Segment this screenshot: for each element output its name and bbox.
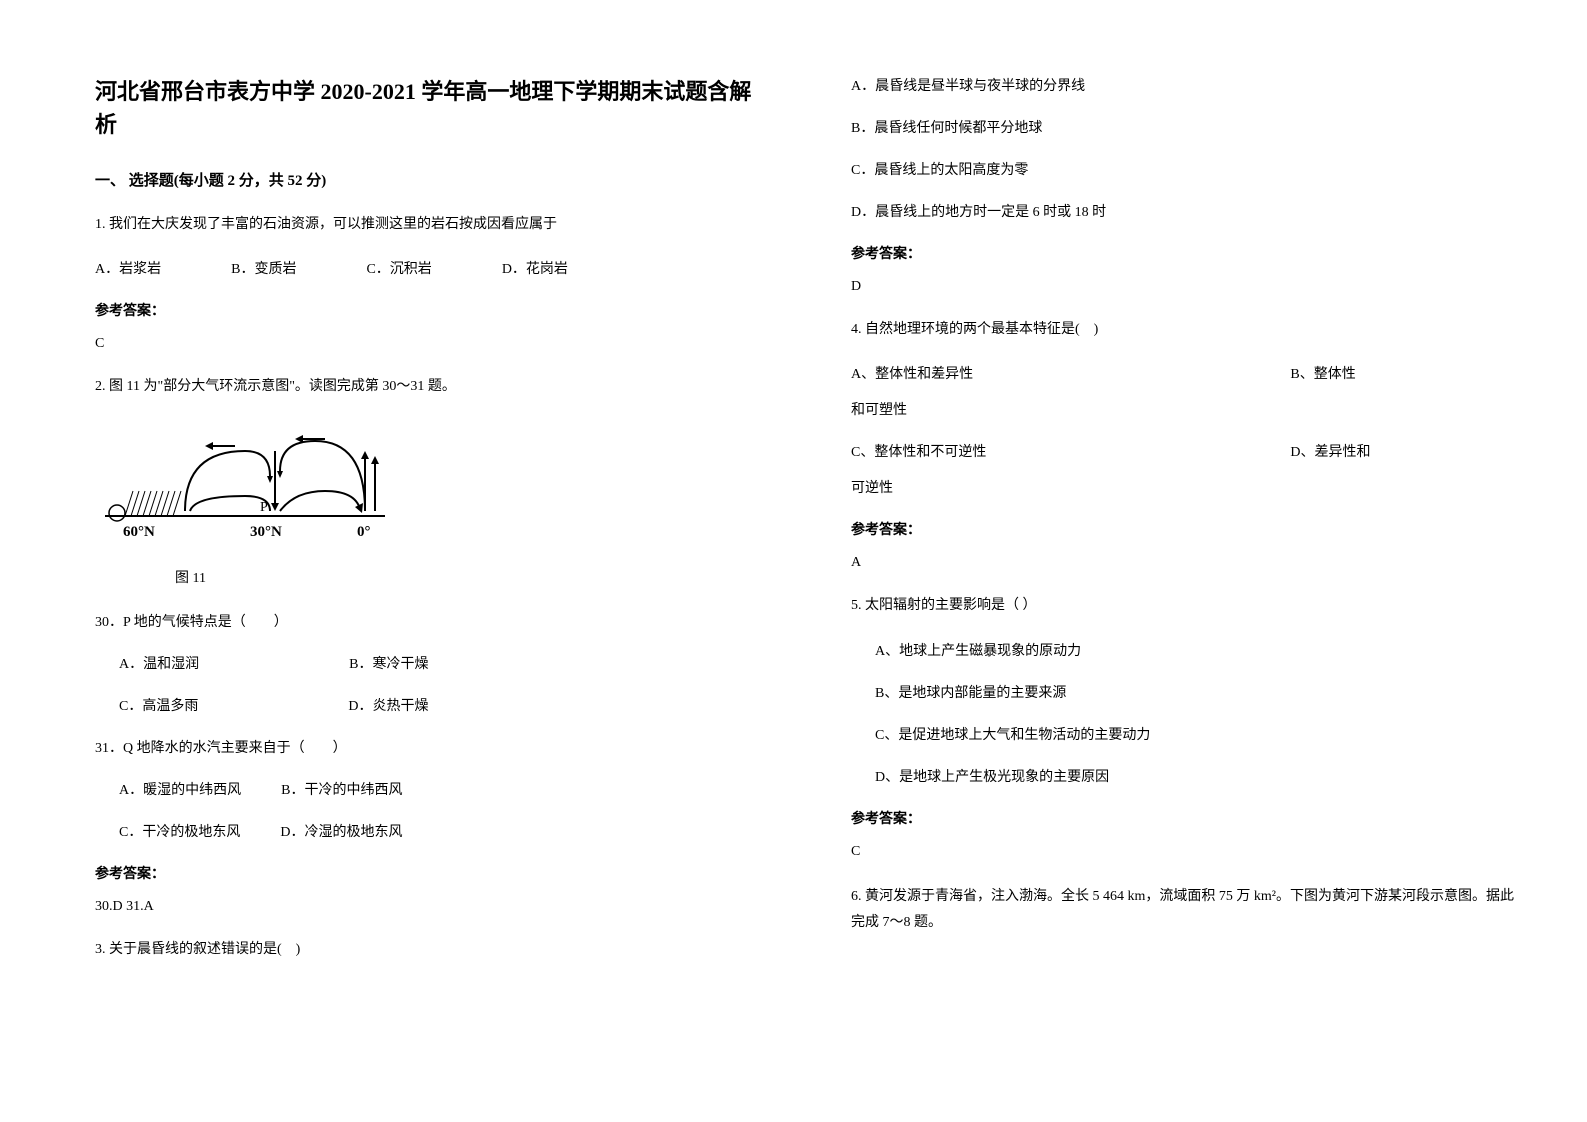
- q2-answer: 30.D 31.A: [95, 899, 771, 915]
- fig-label-p: P: [260, 500, 268, 515]
- q2-31-opt-c: C．干冷的极地东风: [119, 821, 240, 841]
- q2-stem: 2. 图 11 为"部分大气环流示意图"。读图完成第 30～31 题。: [95, 376, 771, 398]
- q5-opt-a: A、地球上产生磁暴现象的原动力: [875, 640, 1527, 660]
- q1-stem: 1. 我们在大庆发现了丰富的石油资源，可以推测这里的岩石按成因看应属于: [95, 214, 771, 236]
- document-title: 河北省邢台市表方中学 2020-2021 学年高一地理下学期期末试题含解析: [95, 75, 771, 141]
- q4-opt-a: A、整体性和差异性: [851, 363, 1257, 383]
- q1-opt-d: D．花岗岩: [502, 258, 568, 278]
- section-heading: 一、 选择题(每小题 2 分，共 52 分): [95, 169, 771, 190]
- right-column: A．晨昏线是昼半球与夜半球的分界线 B．晨昏线任何时候都平分地球 C．晨昏线上的…: [851, 75, 1527, 983]
- q2-sub31: 31．Q 地降水的水汽主要来自于（ ）: [95, 737, 771, 757]
- q2-answer-label: 参考答案：: [95, 863, 771, 883]
- q4-opt-c: C、整体性和不可逆性: [851, 441, 1257, 461]
- q4-opt-b-cont: 和可塑性: [851, 399, 1527, 419]
- q4-opt-d-cont: 可逆性: [851, 477, 1527, 497]
- figure-11: P 60°N 30°N 0°: [95, 421, 771, 551]
- q5-opt-c: C、是促进地球上大气和生物活动的主要动力: [875, 724, 1527, 744]
- q5-answer-label: 参考答案：: [851, 808, 1527, 828]
- q2-30-opt-c: C．高温多雨: [119, 695, 198, 715]
- q5-options: A、地球上产生磁暴现象的原动力 B、是地球内部能量的主要来源 C、是促进地球上大…: [851, 640, 1527, 786]
- q5-answer: C: [851, 844, 1527, 860]
- q5-stem: 5. 太阳辐射的主要影响是（ ）: [851, 595, 1527, 617]
- q2-31-opt-b: B．干冷的中纬西风: [281, 779, 402, 799]
- q3-opt-d: D．晨昏线上的地方时一定是 6 时或 18 时: [851, 201, 1527, 221]
- q2-sub30: 30．P 地的气候特点是（ ）: [95, 611, 771, 631]
- q1-opt-a: A．岩浆岩: [95, 258, 161, 278]
- q3-opt-b: B．晨昏线任何时候都平分地球: [851, 117, 1527, 137]
- q2-31-opt-d: D．冷湿的极地东风: [280, 821, 402, 841]
- q1-options: A．岩浆岩 B．变质岩 C．沉积岩 D．花岗岩: [95, 258, 771, 278]
- q4-answer: A: [851, 555, 1527, 571]
- q5-opt-d: D、是地球上产生极光现象的主要原因: [875, 766, 1527, 786]
- q3-stem: 3. 关于晨昏线的叙述错误的是( ): [95, 939, 771, 961]
- q2-sub30-options: A．温和湿润 B．寒冷干燥 C．高温多雨 D．炎热干燥: [95, 653, 771, 715]
- q3-opt-c: C．晨昏线上的太阳高度为零: [851, 159, 1527, 179]
- left-column: 河北省邢台市表方中学 2020-2021 学年高一地理下学期期末试题含解析 一、…: [95, 75, 771, 983]
- q4-row1: A、整体性和差异性 B、整体性: [851, 363, 1527, 383]
- fig-label-30n: 30°N: [250, 524, 282, 540]
- q5-opt-b: B、是地球内部能量的主要来源: [875, 682, 1527, 702]
- q2-30-opt-a: A．温和湿润: [119, 653, 199, 673]
- figure-11-caption: 图 11: [95, 567, 771, 587]
- q1-answer-label: 参考答案：: [95, 300, 771, 320]
- q4-opt-b-right: B、整体性: [1290, 363, 1527, 383]
- q3-options: A．晨昏线是昼半球与夜半球的分界线 B．晨昏线任何时候都平分地球 C．晨昏线上的…: [851, 75, 1527, 221]
- q4-row2: C、整体性和不可逆性 D、差异性和: [851, 441, 1527, 461]
- document-page: 河北省邢台市表方中学 2020-2021 学年高一地理下学期期末试题含解析 一、…: [0, 0, 1587, 1023]
- q1-opt-c: C．沉积岩: [366, 258, 431, 278]
- q3-answer: D: [851, 279, 1527, 295]
- q3-answer-label: 参考答案：: [851, 243, 1527, 263]
- q6-stem: 6. 黄河发源于青海省，注入渤海。全长 5 464 km，流域面积 75 万 k…: [851, 884, 1527, 937]
- fig-label-60n: 60°N: [123, 524, 155, 540]
- fig-label-0: 0°: [357, 524, 371, 540]
- q4-stem: 4. 自然地理环境的两个最基本特征是( ): [851, 319, 1527, 341]
- q2-30-opt-b: B．寒冷干燥: [349, 653, 428, 673]
- q2-31-opt-a: A．暖湿的中纬西风: [119, 779, 241, 799]
- q4-answer-label: 参考答案：: [851, 519, 1527, 539]
- q4-opt-d-right: D、差异性和: [1290, 441, 1527, 461]
- q2-sub31-options: A．暖湿的中纬西风 B．干冷的中纬西风 C．干冷的极地东风 D．冷湿的极地东风: [95, 779, 771, 841]
- circulation-diagram-svg: P 60°N 30°N 0°: [95, 421, 395, 551]
- q2-30-opt-d: D．炎热干燥: [348, 695, 428, 715]
- q3-opt-a: A．晨昏线是昼半球与夜半球的分界线: [851, 75, 1527, 95]
- q1-opt-b: B．变质岩: [231, 258, 296, 278]
- q1-answer: C: [95, 336, 771, 352]
